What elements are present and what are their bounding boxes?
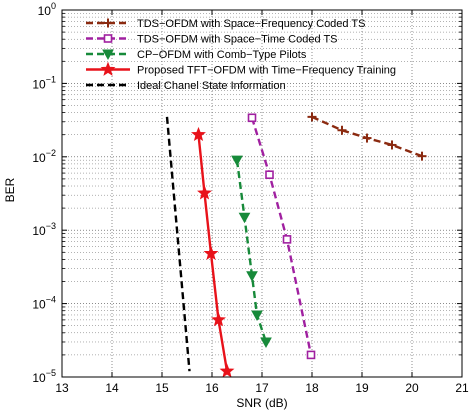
data-point-star [191, 126, 206, 142]
data-point-triangle [260, 337, 272, 349]
data-point-plus [307, 112, 317, 122]
x-tick-label: 14 [105, 381, 119, 395]
data-point-star [100, 61, 116, 76]
y-tick-label: 10−1 [32, 74, 56, 91]
data-point-plus [417, 151, 427, 161]
legend-label-3: CP−OFDM with Comb−Type Pilots [137, 49, 307, 61]
x-tick-label: 16 [205, 381, 219, 395]
x-tick-labels: 13 14 15 16 17 18 19 20 21 [55, 381, 469, 395]
data-point-plus [103, 18, 113, 28]
data-point-triangle [231, 155, 243, 167]
axis-ticks [61, 10, 463, 378]
series-line-3 [235, 160, 268, 343]
x-tick-label: 20 [405, 381, 419, 395]
y-tick-label: 100 [38, 1, 56, 18]
x-axis-label: SNR (dB) [236, 396, 287, 410]
data-point-square [282, 235, 292, 244]
x-tick-label: 13 [55, 381, 69, 395]
y-tick-label: 10−2 [32, 148, 56, 165]
series-markers [191, 112, 427, 378]
legend: TDS−OFDM with Space−Frequency Coded TS TD… [86, 18, 396, 92]
data-point-star [197, 185, 212, 200]
data-point-square [265, 170, 274, 180]
data-point-triangle [102, 49, 114, 61]
data-point-star [203, 245, 219, 260]
x-tick-label: 15 [155, 381, 169, 395]
x-tick-label: 19 [355, 381, 369, 395]
data-point-triangle [238, 212, 251, 224]
data-point-square [306, 350, 316, 360]
x-tick-label: 17 [255, 381, 269, 395]
data-point-triangle [246, 271, 258, 282]
data-point-plus [387, 140, 397, 150]
data-point-plus [362, 133, 372, 143]
x-tick-label: 18 [305, 381, 319, 395]
legend-label-1: TDS−OFDM with Space−Frequency Coded TS [137, 18, 365, 30]
data-point-plus [337, 125, 347, 135]
data-point-star [211, 312, 226, 327]
y-tick-label: 10−5 [32, 368, 56, 385]
grid-lines [62, 10, 462, 377]
y-axis-label: BER [3, 177, 17, 202]
data-point-star [219, 363, 235, 378]
y-tick-label: 10−3 [32, 221, 56, 238]
series-line-5 [165, 116, 191, 372]
x-tick-label: 21 [455, 381, 469, 395]
legend-label-5: Ideal Chanel State Information [137, 80, 286, 92]
data-point-square [247, 113, 257, 123]
y-tick-label: 10−4 [32, 295, 56, 312]
series-line-2 [250, 117, 313, 356]
legend-label-2: TDS−OFDM with Space−Time Coded TS [137, 34, 338, 46]
y-tick-labels: 100 10−1 10−2 10−3 10−4 10−5 [32, 1, 56, 385]
data-point-triangle [251, 310, 263, 321]
legend-label-4: Proposed TFT−OFDM with Time−Frequency Tr… [137, 65, 396, 77]
data-point-square [103, 34, 113, 43]
